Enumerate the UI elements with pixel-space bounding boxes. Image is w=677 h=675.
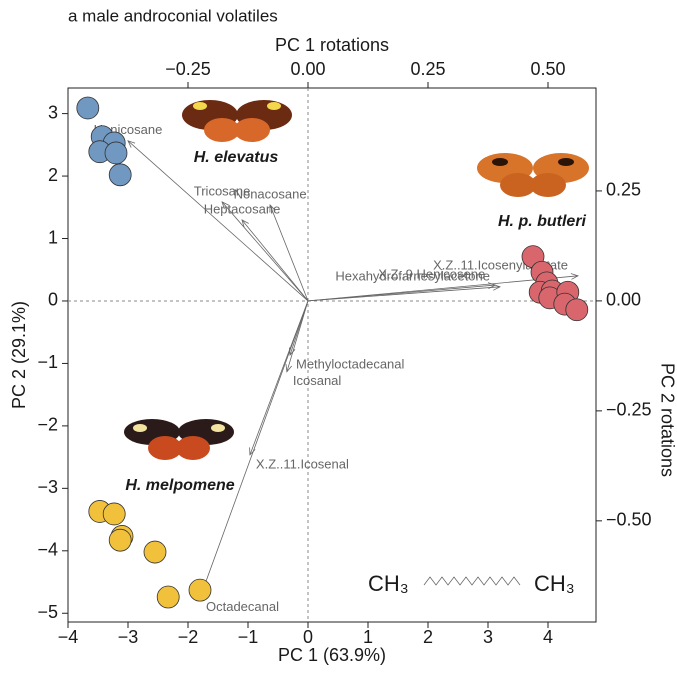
species-label: H. melpomene bbox=[125, 477, 234, 494]
y-tick-label: 1 bbox=[48, 227, 58, 247]
y-tick-label: 0 bbox=[48, 290, 58, 310]
butterfly-melpomene bbox=[124, 419, 234, 460]
y-tick-label: −5 bbox=[37, 602, 58, 622]
loading-label: Hexahydrofarnesylacetone bbox=[335, 268, 490, 283]
x-tick-label: −3 bbox=[118, 627, 139, 647]
loading-label: Tricosane bbox=[194, 183, 251, 198]
loading-label: X.Z..11.Icosenal bbox=[256, 456, 349, 471]
butterfly-elevatus bbox=[182, 100, 292, 142]
loading-arrow bbox=[270, 205, 309, 302]
loading-arrow bbox=[128, 141, 309, 302]
x-tick-label: 2 bbox=[423, 627, 433, 647]
loading-arrow bbox=[200, 300, 309, 598]
formula-right: CH₃ bbox=[534, 571, 575, 596]
y2-tick-label: −0.25 bbox=[606, 400, 652, 420]
point bbox=[108, 163, 132, 187]
loading-arrow bbox=[307, 287, 500, 302]
y-tick-label: −3 bbox=[37, 477, 58, 497]
species-label: H. p. butleri bbox=[498, 213, 587, 230]
y-tick-label: −2 bbox=[37, 415, 58, 435]
loading-label: Heptacosane bbox=[204, 201, 281, 216]
y-tick-label: −1 bbox=[37, 352, 58, 372]
y-tick-label: 3 bbox=[48, 102, 58, 122]
point bbox=[143, 540, 167, 564]
x2-axis-label: PC 1 rotations bbox=[275, 35, 389, 55]
x2-tick-label: 0.25 bbox=[410, 59, 445, 79]
point bbox=[104, 141, 128, 165]
point bbox=[188, 578, 212, 602]
y2-tick-label: 0.00 bbox=[606, 290, 641, 310]
loading-arrow bbox=[242, 220, 309, 302]
loading-arrow bbox=[222, 202, 309, 302]
x-tick-label: 4 bbox=[543, 627, 553, 647]
x-tick-label: −2 bbox=[178, 627, 199, 647]
loading-label: Methyloctadecanal bbox=[296, 356, 405, 371]
loading-label: Octadecanal bbox=[206, 599, 279, 614]
x2-tick-label: 0.50 bbox=[530, 59, 565, 79]
loading-arrow bbox=[287, 300, 309, 372]
y-tick-label: −4 bbox=[37, 540, 58, 560]
plot-frame bbox=[67, 87, 597, 623]
loading-label: X.Z..9.Henicosene bbox=[378, 266, 485, 281]
x-axis-label: PC 1 (63.9%) bbox=[278, 645, 386, 665]
y2-axis-label: PC 2 rotations bbox=[657, 363, 677, 477]
x-tick-label: 3 bbox=[483, 627, 493, 647]
y2-tick-label: 0.25 bbox=[606, 180, 641, 200]
loading-label: Nonacosane bbox=[234, 186, 307, 201]
point bbox=[565, 298, 589, 322]
point bbox=[108, 528, 132, 552]
chart-title: a male androconial volatiles bbox=[68, 6, 278, 25]
point bbox=[102, 502, 126, 526]
butterfly-butleri bbox=[477, 153, 589, 197]
x-tick-label: −1 bbox=[238, 627, 259, 647]
loading-label: Icosanal bbox=[293, 373, 342, 388]
x-tick-label: 1 bbox=[363, 627, 373, 647]
point bbox=[76, 96, 100, 120]
species-label: H. elevatus bbox=[194, 149, 279, 166]
y-tick-label: 2 bbox=[48, 165, 58, 185]
x-tick-label: −4 bbox=[58, 627, 79, 647]
chain bbox=[423, 576, 521, 586]
x-tick-label: 0 bbox=[303, 627, 313, 647]
x2-tick-label: 0.00 bbox=[290, 59, 325, 79]
y-axis-label: PC 2 (29.1%) bbox=[9, 301, 29, 409]
y2-tick-label: −0.50 bbox=[606, 510, 652, 530]
point bbox=[156, 585, 180, 609]
x2-tick-label: −0.25 bbox=[165, 59, 211, 79]
formula-left: CH₃ bbox=[368, 571, 409, 596]
